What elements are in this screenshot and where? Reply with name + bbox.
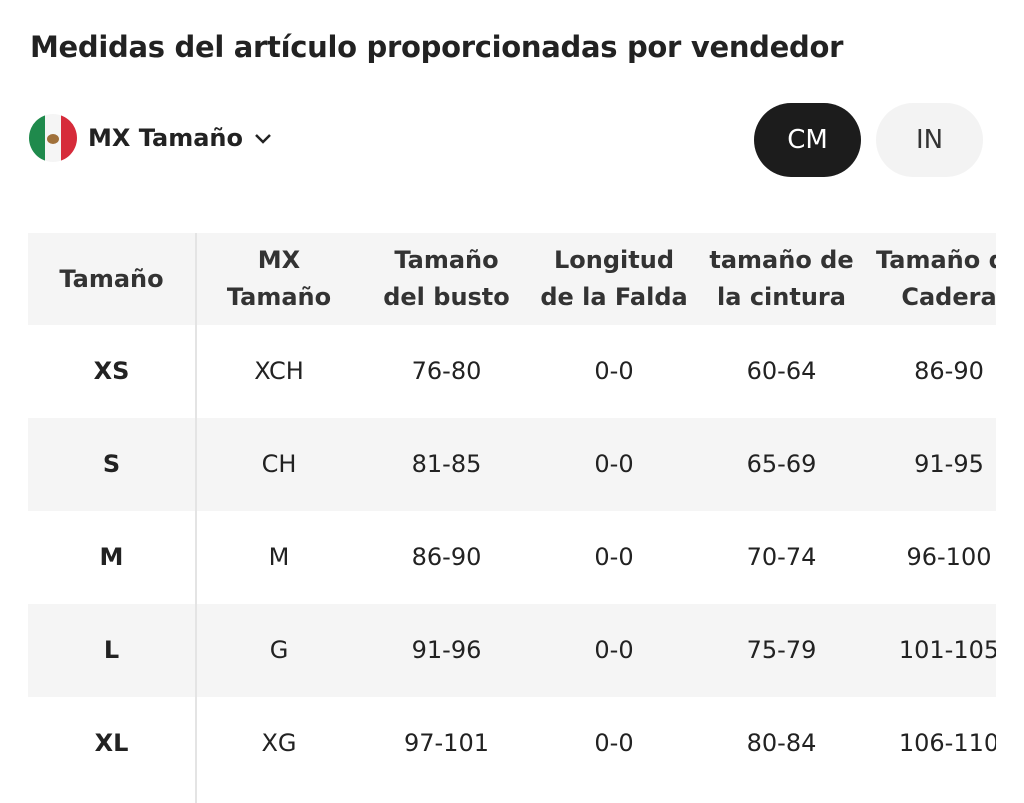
table-cell: 101-105 (898, 636, 996, 664)
table-cell: 75-79 (746, 636, 817, 664)
size-table: Tamaño MX Tamaño Tamaño del busto Longitud … (28, 233, 996, 803)
table-cell: 81-85 (411, 450, 482, 478)
table-row: M M 86-90 0-0 70-74 96-100 (28, 511, 996, 604)
table-cell: 86-90 (914, 357, 984, 385)
header-cell: tamaño de la cintura (709, 246, 854, 311)
title: Medidas del artículo proporcionadas por … (30, 30, 844, 64)
table-cell: L (103, 636, 120, 664)
region-label: MX Tamaño (88, 124, 243, 152)
header-cell: Tamaño del busto (383, 246, 510, 311)
table-cell: 0-0 (594, 729, 634, 757)
table-cell: 97-101 (403, 729, 489, 757)
table-cell: 65-69 (746, 450, 817, 478)
flag-icon (29, 114, 77, 162)
table-row: XL XG 97-101 0-0 80-84 106-110 (28, 697, 996, 790)
table-cell: 60-64 (746, 357, 817, 385)
table-cell: 80-84 (746, 729, 817, 757)
table-cell: 0-0 (594, 636, 634, 664)
table-cell: 106-110 (898, 729, 996, 757)
header-row: Tamaño MX Tamaño Tamaño del busto Longitud … (28, 233, 996, 325)
header-cell: Tamaño (59, 264, 164, 293)
table-cell: 70-74 (746, 543, 817, 571)
column-divider (195, 233, 197, 803)
region-selector[interactable]: MX Tamaño (28, 114, 273, 162)
table-cell: M (268, 543, 290, 571)
table-cell: 0-0 (594, 357, 634, 385)
table-row: XS XCH 76-80 0-0 60-64 86-90 (28, 325, 996, 418)
header-cell: MX Tamaño (226, 246, 332, 311)
table-cell: S (102, 450, 121, 478)
table-cell: 76-80 (411, 357, 482, 385)
header-cell: Tamaño de Cadera (875, 246, 996, 311)
unit-button[interactable]: IN (876, 103, 983, 177)
table-cell: 0-0 (594, 543, 634, 571)
table-cell: XS (93, 357, 130, 385)
table-cell: 0-0 (594, 450, 634, 478)
table-cell: XL (94, 729, 129, 757)
table-cell: XG (261, 729, 297, 757)
table-cell: G (269, 636, 289, 664)
unit-button[interactable]: CM (754, 103, 861, 177)
table-row: S CH 81-85 0-0 65-69 91-95 (28, 418, 996, 511)
table-cell: M (99, 543, 124, 571)
table-cell: 91-95 (914, 450, 984, 478)
table-cell: 86-90 (411, 543, 482, 571)
chevron-icon (255, 134, 271, 144)
table-cell: 96-100 (906, 543, 992, 571)
table-cell: 91-96 (411, 636, 482, 664)
table-cell: CH (261, 450, 297, 478)
table-row: L G 91-96 0-0 75-79 101-105 (28, 604, 996, 697)
header-cell: Longitud de la Falda (540, 246, 688, 311)
table-cell: XCH (254, 357, 304, 385)
